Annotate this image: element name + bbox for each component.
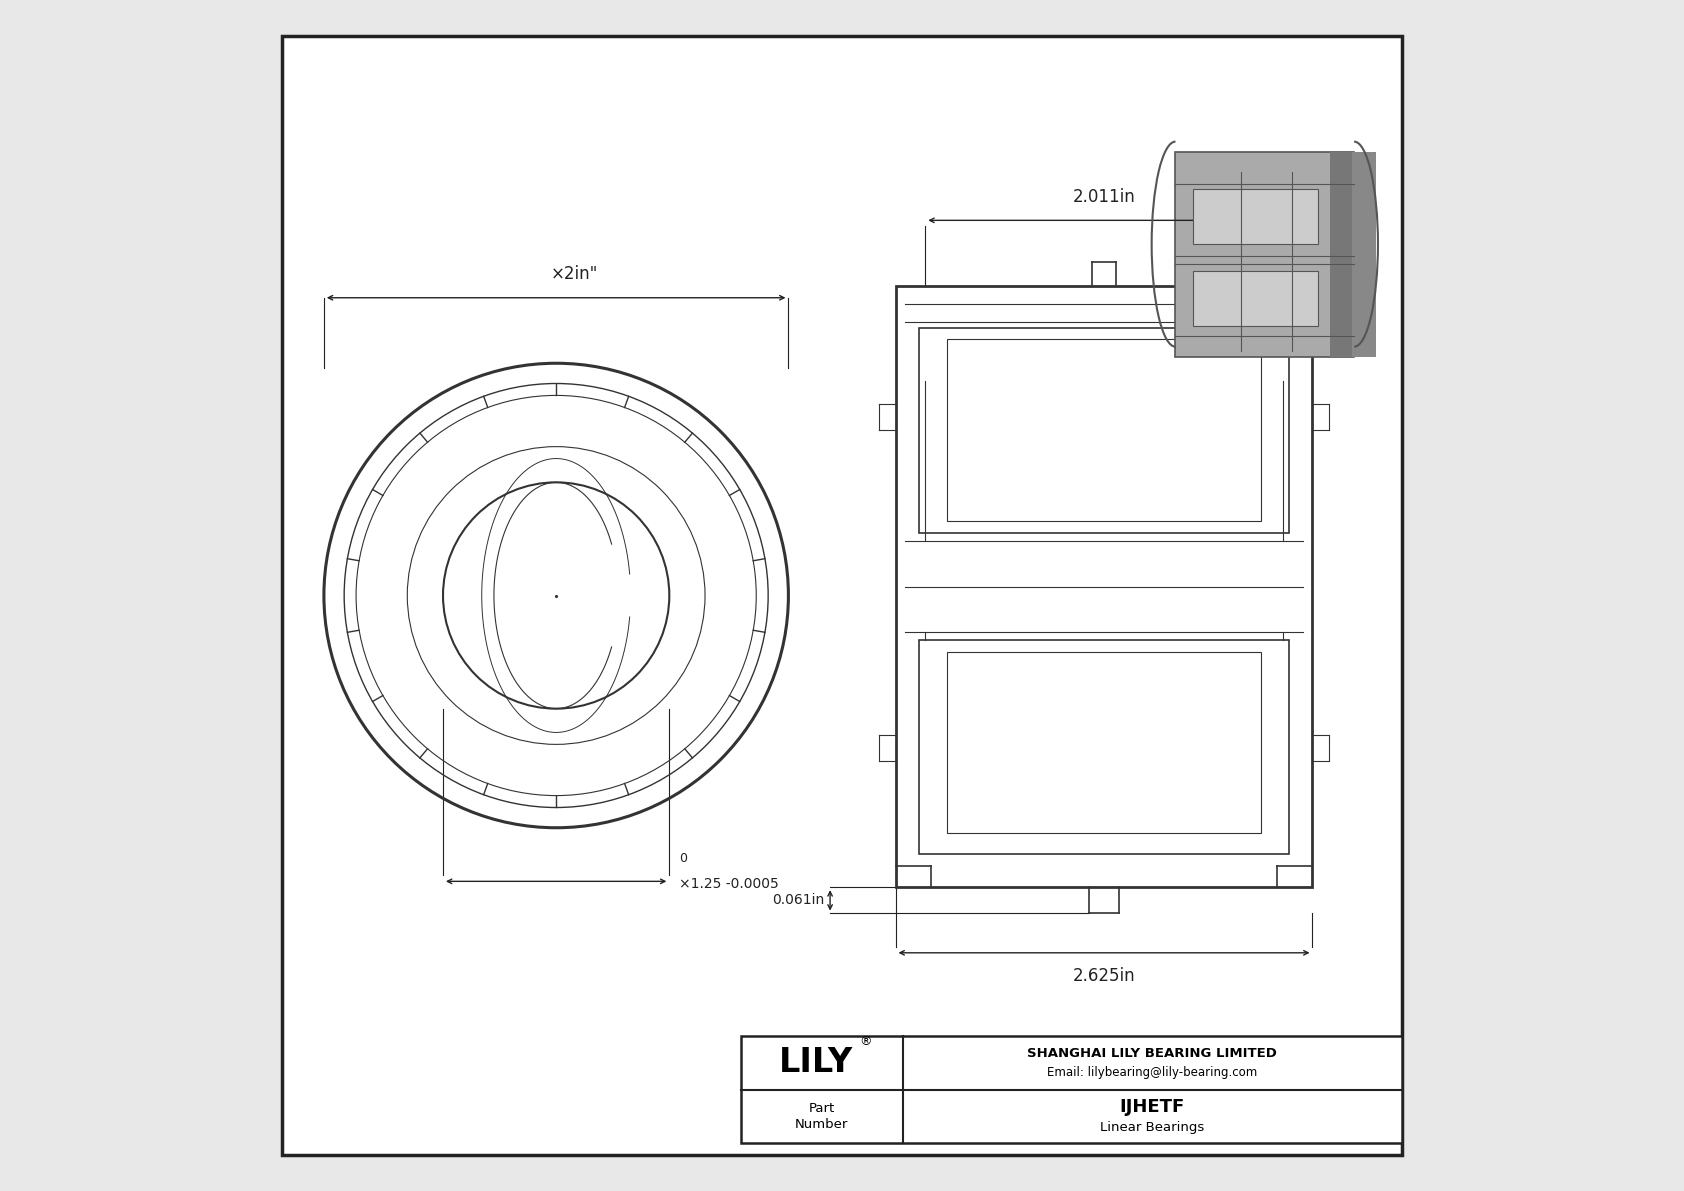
Text: 0: 0 <box>679 852 687 865</box>
Text: IJHETF: IJHETF <box>1120 1098 1186 1116</box>
Bar <box>946 339 1261 520</box>
Text: Number: Number <box>795 1118 849 1131</box>
Text: 2.625in: 2.625in <box>1073 967 1135 985</box>
Bar <box>896 286 1312 887</box>
Bar <box>1175 152 1354 357</box>
Bar <box>741 1036 1401 1143</box>
Bar <box>1194 188 1319 243</box>
Text: ®: ® <box>859 1035 872 1048</box>
Bar <box>1194 272 1319 326</box>
Bar <box>919 328 1288 532</box>
Bar <box>1330 152 1354 357</box>
Text: LILY: LILY <box>778 1047 852 1079</box>
Text: Linear Bearings: Linear Bearings <box>1100 1121 1204 1134</box>
Text: ×1.25 -0.0005: ×1.25 -0.0005 <box>679 877 778 891</box>
Text: 0.061in: 0.061in <box>771 893 823 908</box>
Text: SHANGHAI LILY BEARING LIMITED: SHANGHAI LILY BEARING LIMITED <box>1027 1047 1276 1060</box>
Text: Email: lilybearing@lily-bearing.com: Email: lilybearing@lily-bearing.com <box>1047 1066 1258 1079</box>
Bar <box>946 653 1261 833</box>
Bar <box>919 640 1288 854</box>
Text: ×2in": ×2in" <box>551 266 598 283</box>
Text: 2.011in: 2.011in <box>1073 188 1135 206</box>
Text: Part: Part <box>808 1102 835 1115</box>
Bar <box>1352 152 1376 357</box>
